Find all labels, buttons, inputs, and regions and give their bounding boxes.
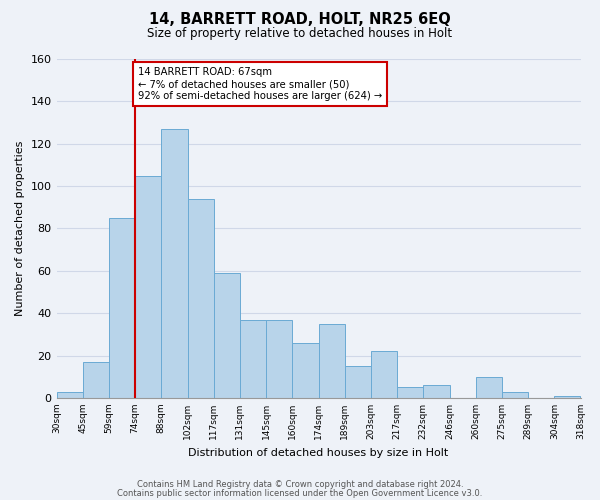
Text: Contains public sector information licensed under the Open Government Licence v3: Contains public sector information licen… [118, 488, 482, 498]
Bar [240, 320, 266, 398]
Bar [83, 362, 109, 398]
Bar [476, 376, 502, 398]
Bar [345, 366, 371, 398]
Bar [188, 199, 214, 398]
Bar [424, 385, 449, 398]
Bar [371, 352, 397, 398]
Bar [109, 218, 135, 398]
Bar [292, 343, 319, 398]
Bar [319, 324, 345, 398]
Bar [214, 273, 240, 398]
Bar [161, 129, 188, 398]
Text: 14 BARRETT ROAD: 67sqm
← 7% of detached houses are smaller (50)
92% of semi-deta: 14 BARRETT ROAD: 67sqm ← 7% of detached … [138, 68, 382, 100]
Bar [397, 388, 424, 398]
Text: 14, BARRETT ROAD, HOLT, NR25 6EQ: 14, BARRETT ROAD, HOLT, NR25 6EQ [149, 12, 451, 28]
Y-axis label: Number of detached properties: Number of detached properties [15, 141, 25, 316]
Bar [502, 392, 528, 398]
Bar [266, 320, 292, 398]
X-axis label: Distribution of detached houses by size in Holt: Distribution of detached houses by size … [188, 448, 449, 458]
Bar [56, 392, 83, 398]
Text: Contains HM Land Registry data © Crown copyright and database right 2024.: Contains HM Land Registry data © Crown c… [137, 480, 463, 489]
Text: Size of property relative to detached houses in Holt: Size of property relative to detached ho… [148, 28, 452, 40]
Bar [135, 176, 161, 398]
Bar [554, 396, 580, 398]
